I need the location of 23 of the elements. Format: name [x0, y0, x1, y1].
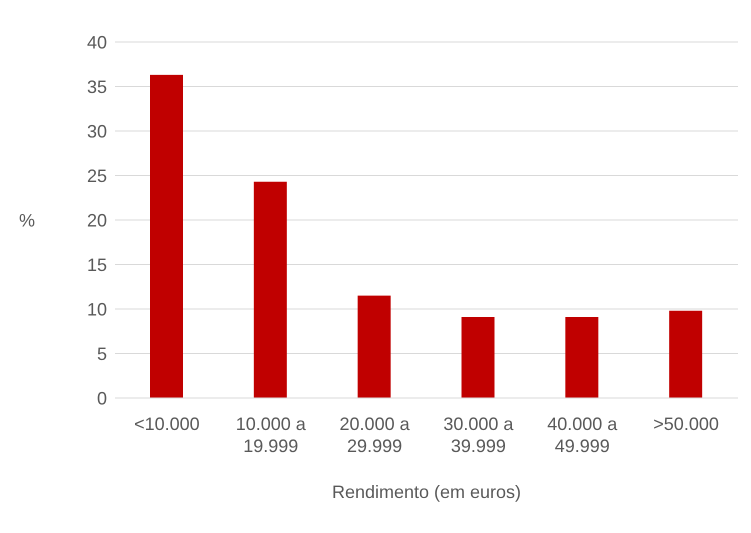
y-tick-label: 35	[86, 76, 107, 97]
x-tick-label: 10.000 a 19.999	[236, 414, 307, 456]
x-axis-title: Rendimento (em euros)	[332, 482, 522, 502]
bar	[358, 296, 391, 398]
x-tick-label: >50.000	[653, 414, 719, 434]
x-tick-label: 40.000 a 49.999	[547, 414, 618, 456]
y-tick-label: 10	[86, 299, 107, 320]
bar	[669, 310, 702, 398]
y-axis-title: %	[18, 210, 35, 230]
y-tick-label: 0	[96, 388, 107, 408]
y-tick-label: 5	[96, 344, 107, 364]
bar	[150, 74, 183, 398]
y-tick-label: 20	[86, 210, 107, 230]
y-tick-label: 15	[86, 254, 107, 275]
bar	[565, 317, 598, 398]
x-tick-label: 30.000 a 39.999	[443, 414, 514, 456]
bar	[254, 182, 287, 398]
x-tick-label: 20.000 a 29.999	[340, 414, 411, 456]
x-tick-label: <10.000	[134, 414, 200, 434]
y-tick-label: 30	[86, 121, 107, 142]
y-tick-label: 25	[86, 166, 107, 186]
bar	[462, 317, 494, 398]
y-tick-label: 40	[86, 32, 107, 52]
